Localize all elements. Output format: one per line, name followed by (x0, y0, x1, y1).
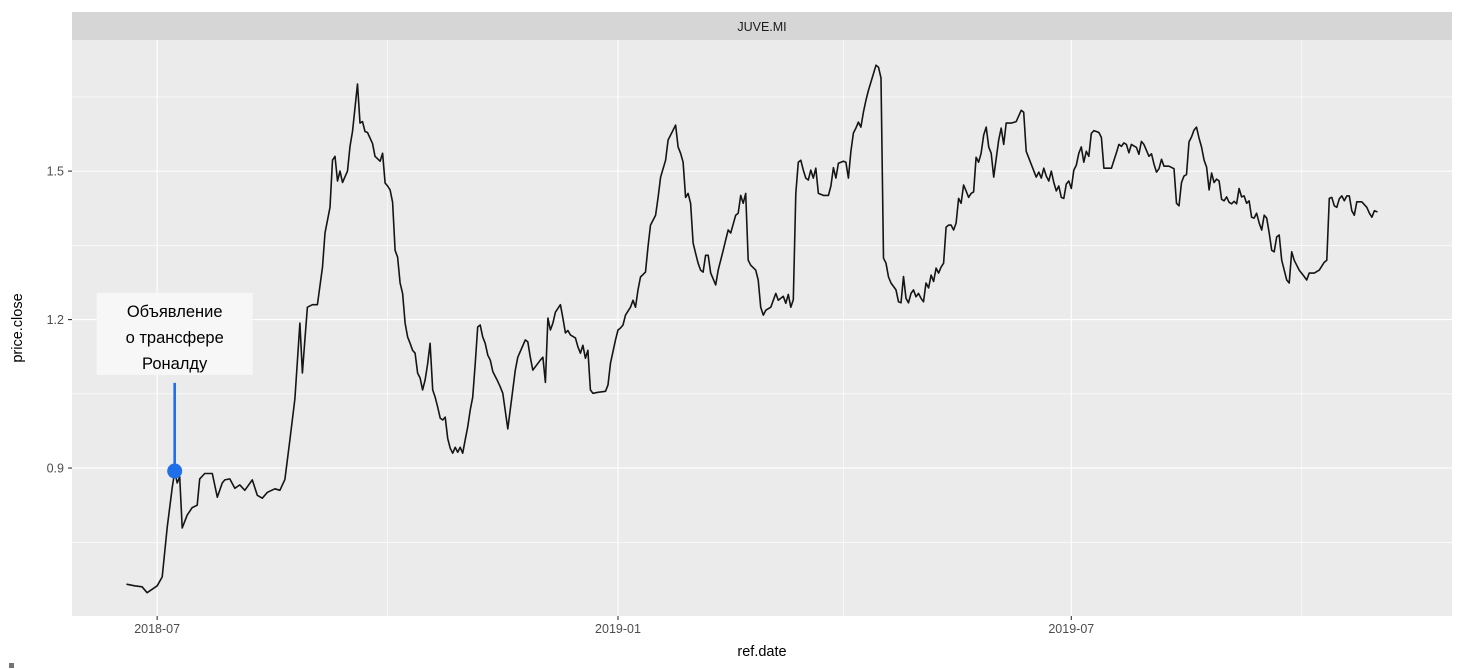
annotation-text-line: о трансфере (126, 329, 224, 347)
price-line-series (126, 64, 1378, 594)
y-tick-label: 1.5 (47, 165, 64, 179)
chart-title: JUVE.MI (737, 20, 786, 34)
annotation-text-line: Роналду (142, 355, 208, 373)
y-tick-label: 1.2 (47, 313, 64, 327)
y-tick-label: 0.9 (47, 462, 64, 476)
annotation-text-line: Объявление (127, 303, 223, 321)
annotation-label-box (96, 292, 253, 375)
axis-tick-marks (68, 170, 1072, 620)
plot-panel (72, 40, 1452, 616)
y-axis-title: price.close (10, 293, 26, 362)
x-tick-label: 2019-01 (595, 622, 641, 636)
grid-minor-lines (72, 40, 1452, 616)
x-axis-title: ref.date (737, 644, 786, 660)
y-axis-tick-labels: 0.9 1.2 1.5 (47, 165, 64, 476)
x-axis-tick-labels: 2018-07 2019-01 2019-07 (134, 622, 1094, 636)
x-tick-label: 2019-07 (1048, 622, 1094, 636)
corner-artifact (9, 663, 14, 668)
annotation-event-marker[interactable] (167, 463, 183, 479)
x-tick-label: 2018-07 (134, 622, 180, 636)
facet-strip (72, 12, 1452, 40)
annotation-label-text: Объявление о трансфере Роналду (126, 303, 224, 373)
